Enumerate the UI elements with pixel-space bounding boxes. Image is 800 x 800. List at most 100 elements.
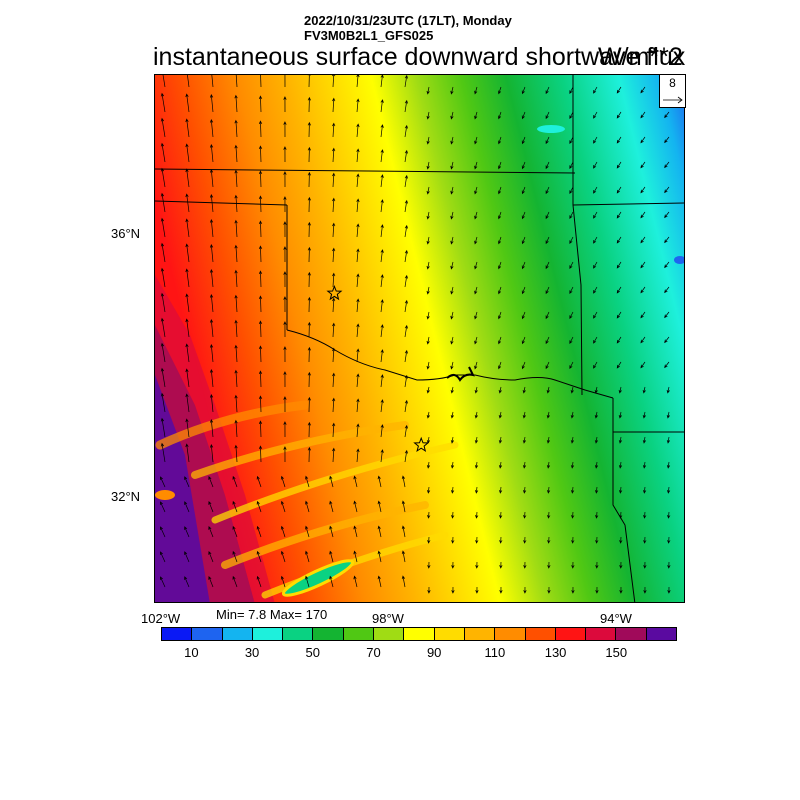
flux-high-band [155, 275, 275, 602]
wind-arrow [474, 211, 478, 220]
wind-arrow [184, 501, 190, 513]
wind-arrow [474, 486, 479, 494]
wind-arrow [640, 186, 646, 194]
wind-arrow [356, 98, 360, 113]
wind-arrow [450, 261, 454, 270]
wind-arrow [594, 411, 598, 419]
wind-arrow [160, 317, 166, 338]
wind-arrow [258, 245, 263, 263]
wind-arrow [305, 550, 310, 563]
wind-arrow [356, 348, 360, 363]
wind-arrow [209, 144, 214, 163]
wind-arrow [499, 586, 503, 594]
colorbar-swatch [162, 628, 193, 640]
wind-arrow [329, 475, 334, 488]
wind-arrow [160, 167, 166, 188]
wind-arrow [546, 486, 551, 494]
wind-arrow [380, 449, 384, 463]
wind-arrow [664, 286, 670, 294]
wind-arrow [450, 161, 454, 170]
wind-arrow [209, 269, 214, 288]
wind-arrow [426, 111, 430, 120]
wind-arrow [474, 186, 478, 195]
wind-arrow [474, 361, 478, 370]
wind-arrow [258, 195, 263, 213]
reference-vector-label: 8 [669, 76, 676, 90]
wind-arrow [474, 386, 478, 394]
flux-max-core [155, 375, 210, 602]
wind-arrow [642, 486, 647, 494]
wind-arrow [208, 501, 214, 513]
wind-arrow [640, 86, 646, 94]
wind-arrow [258, 145, 263, 163]
wind-arrow [474, 436, 479, 444]
wind-arrow [160, 392, 166, 413]
colorbar-swatch [555, 628, 587, 640]
wind-arrow [283, 196, 287, 213]
colorbar-label: 10 [184, 645, 199, 660]
wind-arrow [283, 446, 287, 463]
wind-arrow [569, 111, 574, 119]
wind-arrow [404, 374, 408, 388]
colorbar-swatch [313, 628, 344, 640]
wind-arrow [185, 368, 190, 388]
wind-arrow [160, 242, 166, 263]
wind-arrow [209, 169, 214, 188]
wind-arrow [258, 270, 263, 288]
wind-arrow [593, 261, 598, 269]
wind-arrow [521, 161, 526, 170]
wind-arrow [380, 99, 384, 113]
wind-arrow [616, 111, 622, 119]
wind-arrow [404, 124, 408, 138]
wind-arrow [380, 299, 384, 313]
wind-arrow [521, 236, 526, 245]
wind-arrow [234, 294, 238, 313]
wind-arrow [474, 86, 478, 95]
wind-arrow [522, 411, 526, 419]
wind-arrow [404, 199, 408, 213]
wind-arrow [640, 161, 646, 169]
wind-arrow [234, 169, 238, 188]
station-star-icon [413, 436, 430, 453]
wind-arrow [305, 475, 310, 488]
colorbar-swatch [464, 628, 496, 640]
wind-arrow [305, 575, 310, 588]
wind-arrow [474, 136, 478, 145]
wind-arrow [307, 75, 311, 88]
lat-label-32: 32°N [111, 489, 141, 504]
wind-arrow [380, 124, 384, 138]
wind-arrow [426, 386, 430, 394]
wind-arrow [258, 345, 263, 363]
wind-arrow [234, 219, 238, 238]
wind-arrow [545, 86, 550, 95]
wind-arrow [356, 298, 360, 313]
wind-arrow [570, 411, 574, 419]
wind-arrow [232, 500, 238, 513]
wind-arrow [643, 586, 647, 594]
wind-arrow [162, 75, 166, 88]
wind-arrow [232, 525, 238, 538]
wind-arrow [356, 448, 360, 463]
wind-arrow [283, 171, 287, 188]
panhandle-north-border [155, 200, 288, 206]
wind-arrow [332, 147, 336, 163]
missouri-arkansas-border [572, 202, 684, 206]
wind-arrow [498, 436, 503, 444]
wind-arrow [380, 274, 384, 288]
wind-arrow [404, 324, 408, 338]
wind-arrow [234, 269, 238, 288]
wind-arrow [521, 211, 526, 220]
wind-arrow [185, 268, 190, 288]
wind-arrow [234, 394, 238, 413]
colorbar-swatch [434, 628, 465, 640]
wind-arrow [307, 171, 311, 188]
wind-arrow [569, 211, 574, 219]
wind-arrow [640, 136, 646, 144]
wind-arrow [404, 399, 408, 413]
wind-arrow [332, 322, 336, 338]
wind-arrow [305, 500, 310, 513]
wind-arrow [450, 486, 455, 494]
wind-arrow [356, 75, 360, 88]
wind-arrow [450, 211, 454, 220]
wind-arrow [450, 336, 454, 345]
